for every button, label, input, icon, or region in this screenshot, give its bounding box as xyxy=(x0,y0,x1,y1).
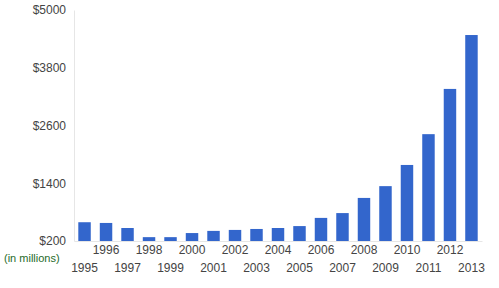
tick-label: 1999 xyxy=(157,261,184,275)
bar xyxy=(465,35,477,241)
bar xyxy=(315,218,327,241)
tick-label: 2001 xyxy=(200,261,227,275)
tick-label: 2013 xyxy=(458,261,485,275)
bar xyxy=(100,223,112,241)
bar xyxy=(250,229,262,241)
tick-label: 2012 xyxy=(437,243,464,257)
plot: $200 $1400 $2600 $3800 $5000 1995 1996 1997 1998… xyxy=(33,3,486,274)
tick: $5000 xyxy=(33,3,74,17)
tick-label: 1998 xyxy=(136,243,163,257)
bar xyxy=(379,186,391,241)
bar xyxy=(164,237,176,241)
tick-label: $5000 xyxy=(33,3,67,17)
bar xyxy=(358,198,370,241)
bar xyxy=(229,230,241,241)
bars xyxy=(78,35,477,241)
tick-label: 2006 xyxy=(308,243,335,257)
bar xyxy=(78,222,90,241)
bar xyxy=(336,213,348,241)
tick-label: 1996 xyxy=(93,243,120,257)
bar xyxy=(186,233,198,241)
tick: 1998 xyxy=(136,241,163,257)
axis-line xyxy=(74,11,75,242)
tick: $2600 xyxy=(33,119,74,133)
tick-label: 2003 xyxy=(243,261,270,275)
tick-label: 1995 xyxy=(71,261,98,275)
bar xyxy=(121,228,133,241)
tick: 2006 xyxy=(308,241,335,257)
tick-label: 2011 xyxy=(416,261,442,275)
bar xyxy=(143,237,155,241)
tick: 2013 xyxy=(458,241,485,275)
bar xyxy=(422,134,434,241)
tick: 2010 xyxy=(394,241,421,257)
bar xyxy=(272,228,284,241)
tick-label: 2007 xyxy=(329,261,356,275)
tick-label: 2008 xyxy=(351,243,378,257)
tick-label: 2002 xyxy=(222,243,249,257)
bar xyxy=(401,165,413,241)
tick-label: 2009 xyxy=(372,261,399,275)
tick-label: $200 xyxy=(39,234,66,248)
bar xyxy=(293,226,305,241)
tick: 2012 xyxy=(437,241,464,257)
tick-label: 2004 xyxy=(265,243,292,257)
axis-title: (in millions) xyxy=(4,252,60,264)
tick: 2004 xyxy=(265,241,292,257)
tick: 2002 xyxy=(222,241,249,257)
tick: 1996 xyxy=(93,241,120,257)
tick: $200 xyxy=(39,234,74,248)
tick: 2008 xyxy=(351,241,378,257)
tick-label: 1997 xyxy=(114,261,141,275)
tick-label: $3800 xyxy=(33,61,67,75)
x-axis: 1995 1996 1997 1998 1999 2000 2001 2002 2003 2004… xyxy=(71,241,485,275)
tick: $3800 xyxy=(33,61,74,75)
tick-label: 2000 xyxy=(179,243,206,257)
chart: $200 $1400 $2600 $3800 $5000 1995 1996 1997 1998… xyxy=(0,0,499,288)
tick: 2000 xyxy=(179,241,206,257)
bar xyxy=(444,89,456,241)
y-axis: $200 $1400 $2600 $3800 $5000 xyxy=(33,3,75,248)
tick-label: $2600 xyxy=(33,119,67,133)
tick: $1400 xyxy=(33,177,74,191)
tick-label: 2005 xyxy=(286,261,313,275)
tick-label: 2010 xyxy=(394,243,421,257)
bar xyxy=(207,231,219,241)
tick-label: $1400 xyxy=(33,177,67,191)
